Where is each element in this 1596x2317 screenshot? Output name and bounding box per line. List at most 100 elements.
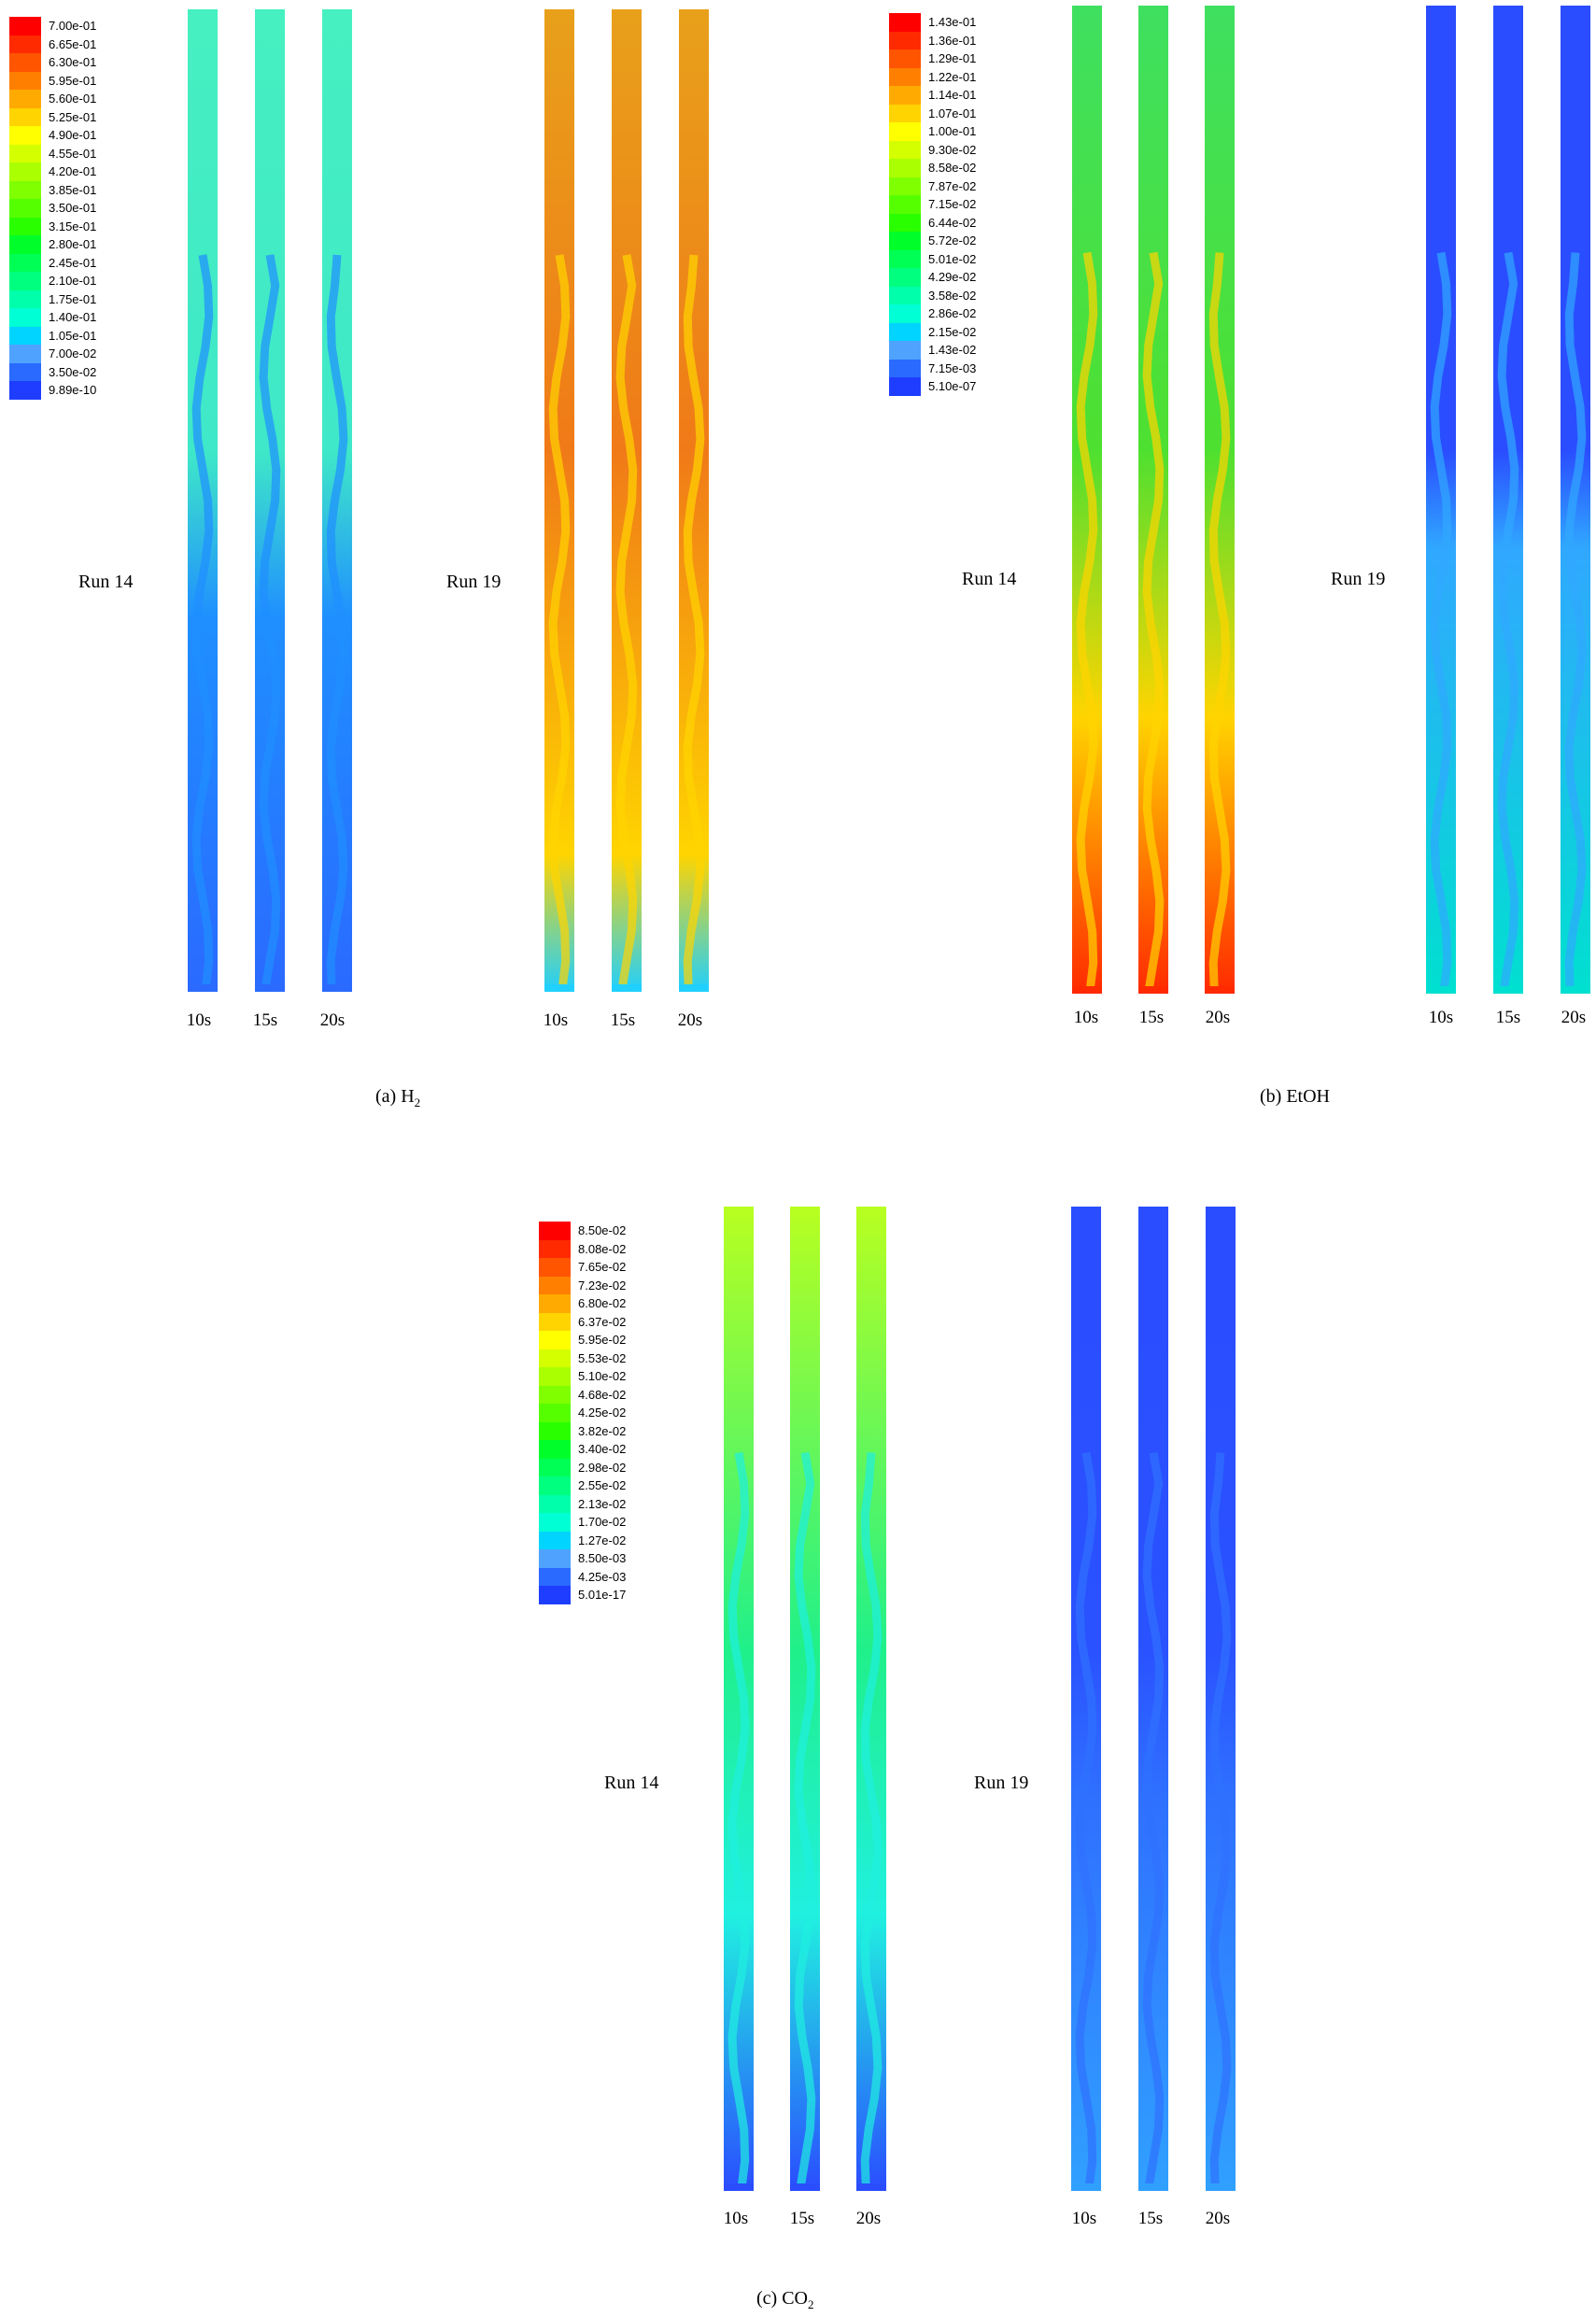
legend-entry: 7.65e-02 <box>539 1258 626 1277</box>
plume-streak <box>1142 251 1165 994</box>
legend-swatch <box>9 35 41 53</box>
legend-swatch <box>9 362 41 381</box>
legend-swatch <box>889 140 921 159</box>
legend-entry: 5.95e-02 <box>539 1331 626 1349</box>
legend-value: 1.40e-01 <box>49 310 97 325</box>
legend-value: 2.15e-02 <box>928 324 977 339</box>
legend-entry: 2.98e-02 <box>539 1458 627 1476</box>
legend-value: 8.58e-02 <box>928 161 977 176</box>
contour-column <box>1493 6 1523 994</box>
legend-swatch <box>9 253 41 272</box>
legend-swatch <box>889 31 921 49</box>
inlet-band <box>1561 986 1590 994</box>
plume-streak <box>615 254 638 992</box>
legend-swatch <box>539 1549 571 1568</box>
legend-value: 6.44e-02 <box>928 215 977 230</box>
legend-value: 1.14e-01 <box>928 88 977 103</box>
contour-field <box>679 9 709 992</box>
legend-swatch <box>539 1586 571 1604</box>
plume-streak <box>259 254 281 992</box>
panel-caption: (b) EtOH <box>1260 1086 1330 1108</box>
colorbar-legend-etoh: 1.43e-01 1.36e-01 1.29e-01 1.22e-01 1.14e-01… <box>889 13 976 396</box>
legend-entry: 1.40e-01 <box>9 308 96 327</box>
legend-value: 7.00e-02 <box>49 346 97 361</box>
legend-entry: 3.85e-01 <box>9 180 96 199</box>
legend-value: 7.15e-02 <box>928 197 977 212</box>
legend-swatch <box>889 249 921 268</box>
legend-entry: 1.43e-02 <box>889 341 976 360</box>
legend-swatch <box>889 213 921 232</box>
legend-value: 2.86e-02 <box>928 306 977 321</box>
panel-caption: (c) CO2 <box>756 2288 813 2312</box>
legend-swatch <box>539 1385 571 1404</box>
legend-entry: 7.87e-02 <box>889 177 976 195</box>
plume-streak <box>1075 1451 1097 2191</box>
legend-entry: 5.10e-02 <box>539 1367 626 1386</box>
legend-swatch <box>539 1440 571 1459</box>
contour-field <box>1561 6 1590 994</box>
legend-value: 7.23e-02 <box>578 1278 627 1293</box>
plume-streak <box>1564 252 1587 994</box>
legend-entry: 5.25e-01 <box>9 107 96 126</box>
legend-entry: 6.80e-02 <box>539 1294 626 1313</box>
legend-swatch <box>9 71 41 90</box>
inlet-band <box>790 2183 820 2191</box>
legend-value: 9.30e-02 <box>928 142 977 157</box>
plume-streak <box>1208 252 1231 994</box>
legend-value: 7.65e-02 <box>578 1260 627 1275</box>
legend-swatch <box>9 308 41 327</box>
legend-value: 5.95e-01 <box>49 73 97 88</box>
legend-entry: 3.82e-02 <box>539 1421 627 1440</box>
legend-swatch <box>9 53 41 72</box>
legend-swatch <box>889 268 921 287</box>
inlet-band <box>1493 986 1523 994</box>
contour-field <box>255 9 285 992</box>
legend-swatch <box>9 90 41 108</box>
legend-entry: 1.70e-02 <box>539 1513 626 1532</box>
time-label: 15s <box>1137 2209 1164 2228</box>
contour-column <box>1138 1207 1168 2191</box>
inlet-band <box>612 984 642 992</box>
legend-value: 3.82e-02 <box>578 1423 627 1438</box>
contour-field <box>790 1207 820 2191</box>
contour-column <box>679 9 709 992</box>
contour-field <box>1138 6 1168 994</box>
time-label: 20s <box>1561 1008 1587 1027</box>
legend-entry: 1.22e-01 <box>889 67 976 86</box>
plume-streak <box>1497 251 1519 994</box>
legend-entry: 2.13e-02 <box>539 1494 626 1513</box>
legend-value: 2.98e-02 <box>578 1460 627 1475</box>
legend-swatch <box>539 1312 571 1331</box>
legend-value: 1.36e-01 <box>928 33 977 48</box>
legend-swatch <box>539 1367 571 1386</box>
legend-entry: 6.44e-02 <box>889 213 977 232</box>
legend-value: 3.58e-02 <box>928 288 977 303</box>
contour-field <box>1493 6 1523 994</box>
legend-swatch <box>9 199 41 218</box>
legend-swatch <box>9 144 41 162</box>
legend-swatch <box>539 1294 571 1313</box>
inlet-band <box>1206 2183 1236 2191</box>
caption-subscript: 2 <box>807 2297 814 2311</box>
legend-swatch <box>889 122 921 141</box>
contour-column <box>544 9 574 992</box>
run-label: Run 14 <box>78 572 134 592</box>
inlet-band <box>1072 986 1102 994</box>
legend-entry: 1.29e-01 <box>889 49 976 68</box>
legend-value: 6.37e-02 <box>578 1314 627 1329</box>
inlet-band <box>1426 986 1456 994</box>
legend-value: 2.55e-02 <box>578 1478 627 1493</box>
legend-value: 2.45e-01 <box>49 255 97 270</box>
legend-entry: 7.23e-02 <box>539 1276 627 1294</box>
contour-background <box>724 1207 754 2191</box>
plume-streak <box>794 1451 816 2191</box>
colorbar-legend-co2: 8.50e-02 8.08e-02 7.65e-02 7.23e-02 6.80e-02… <box>539 1222 626 1604</box>
legend-swatch <box>889 359 921 377</box>
contour-background <box>544 9 574 992</box>
plume-streak <box>326 254 348 992</box>
legend-swatch <box>9 272 41 290</box>
contour-background <box>1072 6 1102 994</box>
legend-swatch <box>539 1476 571 1495</box>
legend-value: 2.10e-01 <box>49 274 97 289</box>
legend-value: 8.50e-03 <box>578 1551 627 1566</box>
